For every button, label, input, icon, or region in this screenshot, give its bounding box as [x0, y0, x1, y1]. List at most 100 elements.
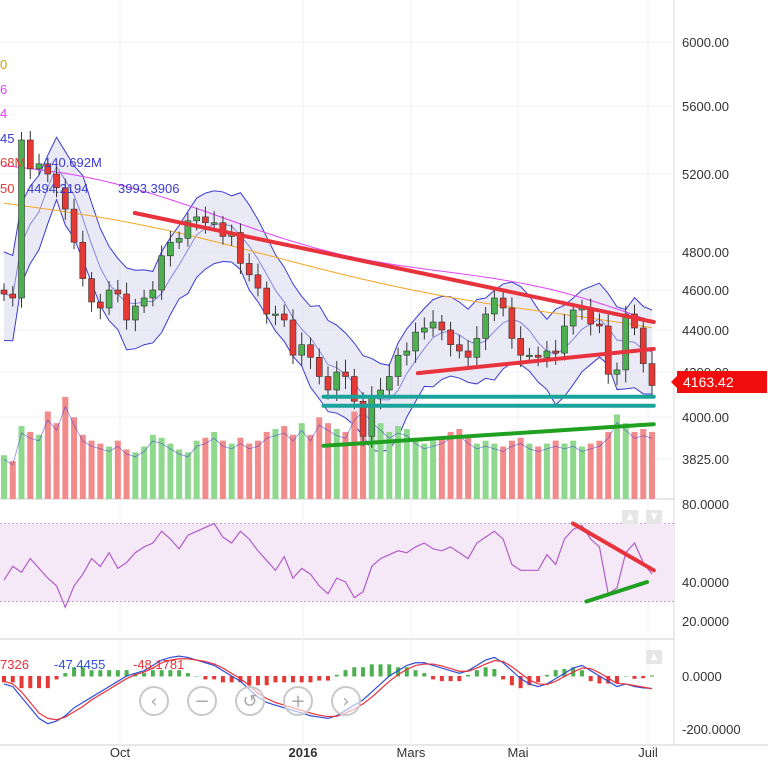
macd-histogram-bar [369, 664, 374, 677]
moving-average-magenta [3, 165, 653, 322]
rsi-pane-up-button[interactable]: ▲ [622, 510, 638, 524]
macd-legend-value: 7326 [0, 657, 29, 672]
candle-body [79, 241, 87, 279]
macd-histogram-bar [229, 676, 234, 683]
candle-body [97, 301, 104, 309]
price-tick-label: 4400.00 [682, 323, 729, 338]
candle-body [0, 289, 8, 295]
bollinger-mid-line [3, 165, 653, 401]
rsi-pane-down-button[interactable]: ▼ [646, 510, 662, 524]
macd-histogram-bar [142, 673, 147, 677]
reset-zoom-button[interactable]: ↺ [235, 686, 265, 716]
price-tick-label: 4000.00 [682, 410, 729, 425]
candle-body [561, 325, 568, 354]
candle-body [245, 263, 253, 276]
volume-bar [27, 431, 34, 499]
candle-body [464, 350, 472, 358]
rsi-tick-label: 80.0000 [682, 497, 729, 512]
price-tick-label: 3825.00 [682, 452, 729, 467]
volume-bar [649, 431, 655, 499]
candle-body [596, 323, 603, 327]
bollinger-upper-line [3, 136, 653, 366]
macd-histogram-bar [308, 676, 313, 683]
volume-bar [421, 443, 428, 499]
zoom-in-button[interactable]: + [283, 686, 313, 716]
price-legend-value: 4 [0, 106, 7, 121]
macd-histogram-bar [247, 676, 252, 686]
price-legend-value: 45 [0, 131, 14, 146]
macd-histogram-bar [273, 676, 278, 683]
candle-body [631, 313, 638, 329]
candle-body [140, 297, 148, 307]
volume-bar [605, 431, 612, 499]
candle-body [482, 313, 489, 339]
macd-legend-value: -48.1781 [133, 657, 184, 672]
volume-bar [360, 402, 367, 499]
price-legend-value: 50 [0, 181, 14, 196]
volume-bar [351, 411, 358, 499]
volume-bar [438, 437, 445, 499]
volume-bar [640, 429, 647, 499]
candle-body [438, 321, 446, 331]
candle-body [167, 241, 174, 257]
scroll-left-button[interactable]: ‹ [139, 686, 169, 716]
moving-average-orange [3, 202, 653, 329]
time-tick-label: Mars [397, 745, 426, 760]
macd-histogram-bar [606, 676, 611, 684]
macd-signal-line [3, 658, 653, 721]
candle-body [149, 289, 157, 299]
candle-body [648, 363, 656, 386]
volume-bar [71, 417, 78, 499]
candle-body [70, 208, 78, 243]
volume-bar [491, 443, 498, 499]
volume-bar [18, 426, 25, 499]
minus-icon: − [194, 691, 210, 712]
macd-histogram-bar [45, 676, 50, 689]
volume-bar [596, 440, 603, 499]
zoom-out-button[interactable]: − [187, 686, 217, 716]
time-tick-label: Oct [110, 745, 131, 760]
rsi-band-fill [0, 523, 674, 602]
macd-pane-up-button[interactable]: ▲ [646, 650, 662, 664]
candle-body [350, 376, 358, 402]
volume-bar [141, 446, 148, 499]
candle-body [202, 216, 209, 224]
volume-bar [184, 452, 191, 499]
macd-histogram-bar [89, 670, 94, 677]
volume-bar [412, 437, 419, 499]
candle-body [315, 356, 323, 377]
candle-body [429, 321, 437, 329]
price-tick-label: 4800.00 [682, 245, 729, 260]
macd-histogram-bar [290, 676, 295, 683]
macd-histogram-bar [19, 676, 24, 689]
macd-histogram-bar [220, 676, 225, 683]
volume-bar [535, 446, 542, 499]
volume-bar [211, 431, 218, 499]
macd-histogram-bar [194, 676, 199, 677]
rsi-line [3, 522, 653, 609]
volume-bar [465, 437, 472, 499]
macd-histogram-bar [457, 676, 462, 682]
candle-body [158, 255, 165, 291]
scroll-right-button[interactable]: › [331, 686, 361, 716]
candle-body [61, 187, 69, 210]
candle-body [622, 313, 630, 371]
candle-body [456, 344, 463, 352]
macd-histogram-bar [597, 676, 602, 684]
macd-histogram-bar [509, 676, 514, 686]
price-tick-label: 6000.00 [682, 35, 729, 50]
volume-bar [149, 434, 156, 499]
macd-histogram-bar [361, 667, 366, 677]
volume-bar [552, 440, 559, 499]
volume-bar [9, 461, 16, 499]
macd-histogram-bar [632, 676, 637, 679]
macd-histogram-bar [212, 676, 217, 680]
candle-body [307, 344, 314, 358]
volume-bar [106, 446, 113, 499]
macd-histogram-bar [63, 673, 68, 677]
volume-bar [193, 440, 200, 499]
volume-bar [307, 434, 314, 499]
candle-body [44, 163, 52, 175]
volume-bar [263, 431, 270, 499]
macd-histogram-bar [282, 676, 287, 683]
